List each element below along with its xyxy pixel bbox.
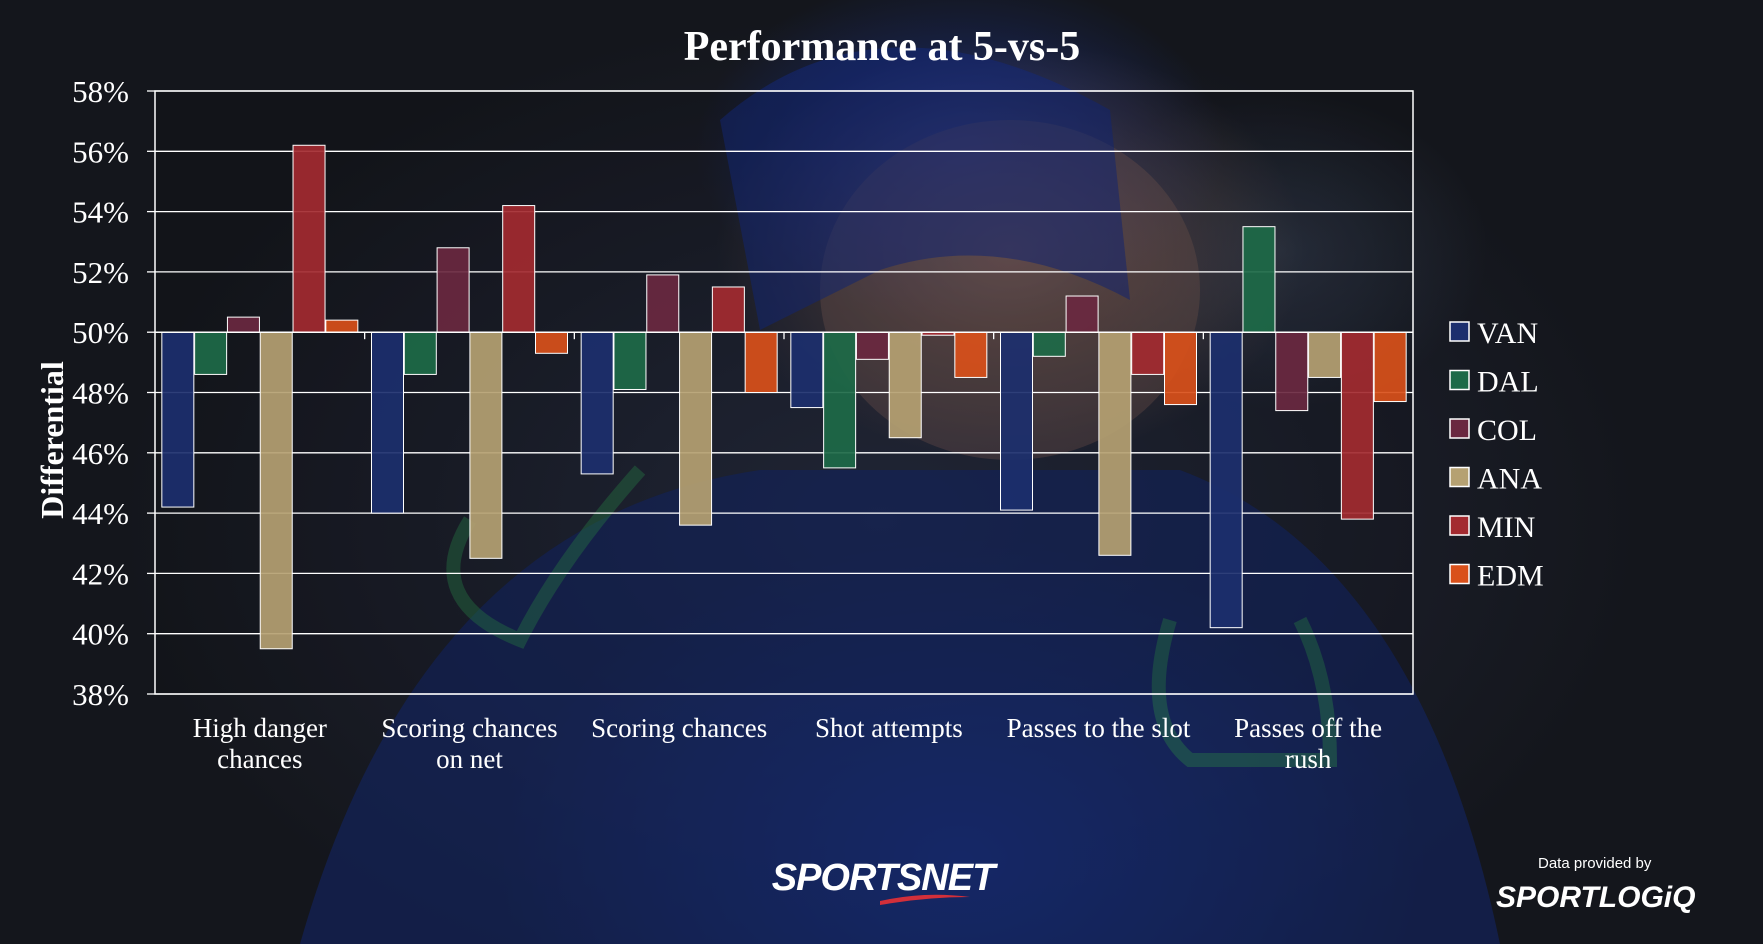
bar-van — [580, 331, 614, 475]
bar-ana — [1308, 331, 1342, 378]
helmet-shape — [720, 47, 1130, 330]
bar-min — [1340, 331, 1374, 520]
sportsnet-logo: SPORTSNET — [771, 857, 996, 899]
bar-van — [161, 331, 195, 508]
bar-ana — [679, 331, 713, 526]
y-tick-label: 44% — [72, 496, 129, 531]
sportlogiq-logo: SPORTLOGiQ — [1496, 881, 1696, 914]
x-category-line: Scoring chances — [591, 713, 767, 743]
y-tick-label: 48% — [72, 376, 129, 411]
bar-dal — [613, 331, 647, 390]
bar-van — [790, 331, 824, 409]
y-tick-label: 58% — [72, 74, 129, 109]
x-category-label: Scoring chances — [591, 713, 767, 743]
sportsnet-swoosh-icon — [880, 894, 970, 905]
y-tick-label: 50% — [72, 315, 129, 350]
chart-title: Performance at 5-vs-5 — [684, 24, 1081, 70]
bar-dal — [194, 331, 228, 375]
bar-ana — [469, 331, 503, 559]
y-tick-label: 54% — [72, 195, 129, 230]
bar-van — [1000, 331, 1033, 511]
legend-label-min: MIN — [1477, 511, 1535, 544]
x-category-line: rush — [1285, 744, 1332, 774]
y-tick-label: 46% — [72, 436, 129, 471]
bar-dal — [823, 331, 857, 469]
legend-swatch-dal — [1449, 369, 1470, 391]
y-tick-label: 42% — [72, 556, 129, 591]
bar-min — [292, 144, 326, 333]
y-axis-ticks: 38% 40% 42% 44% 46% 48% 50% 52% 54% 56% 58% — [72, 74, 129, 712]
bar-col — [1275, 331, 1309, 412]
legend-swatch-van — [1449, 321, 1470, 342]
x-category-line: Passes off the — [1234, 713, 1382, 743]
legend-swatch-edm — [1449, 563, 1470, 585]
bar-ana — [888, 331, 922, 439]
x-category-label: Shot attempts — [815, 713, 963, 743]
bar-van — [371, 331, 404, 514]
bar-dal — [1032, 331, 1066, 357]
y-axis-label: Differential — [34, 361, 70, 519]
legend-label-ana: ANA — [1477, 463, 1542, 496]
bar-edm — [325, 319, 359, 333]
jersey-logo-shape — [1151, 616, 1338, 767]
x-category-label: Passes off the rush — [1234, 713, 1382, 774]
bar-dal — [1242, 226, 1276, 333]
legend-swatch-ana — [1449, 466, 1470, 488]
x-category-line: Passes to the slot — [1007, 713, 1191, 743]
x-category-line: Shot attempts — [815, 713, 963, 743]
bar-min — [1131, 331, 1165, 375]
x-category-line: Scoring chances — [381, 713, 557, 743]
jersey-stripe-shape — [446, 465, 646, 649]
y-tick-label: 52% — [72, 255, 129, 290]
bar-edm — [1373, 331, 1407, 403]
legend-swatch-col — [1449, 418, 1470, 439]
legend: VAN DAL COL ANA MIN EDM — [1449, 317, 1544, 593]
bar-col — [436, 247, 470, 333]
x-category-label: High danger chances — [193, 713, 327, 774]
x-category-line: on net — [436, 744, 503, 774]
legend-swatch-min — [1449, 515, 1470, 536]
jersey-shape — [300, 470, 1500, 944]
y-tick-label: 40% — [72, 617, 129, 652]
bar-ana — [1098, 331, 1132, 556]
bar-min — [502, 205, 536, 333]
x-category-line: High danger — [193, 713, 327, 743]
legend-label-dal: DAL — [1477, 366, 1539, 399]
bar-edm — [954, 331, 988, 378]
data-credit-text: Data provided by — [1538, 855, 1652, 872]
legend-label-edm: EDM — [1477, 560, 1544, 593]
bar-edm — [1164, 331, 1197, 406]
x-category-label: Scoring chances on net — [381, 713, 557, 774]
bar-edm — [535, 331, 568, 354]
x-category-line: chances — [217, 744, 302, 774]
bar-col — [226, 316, 260, 333]
bar-dal — [403, 331, 437, 375]
x-category-label: Passes to the slot — [1007, 713, 1191, 743]
bar-col — [855, 331, 889, 360]
bar-ana — [259, 331, 293, 650]
bar-min — [711, 286, 745, 333]
bars — [155, 144, 1413, 650]
gridlines — [147, 90, 1414, 695]
bar-edm — [744, 331, 778, 394]
bar-col — [646, 274, 680, 333]
bar-col — [1065, 295, 1099, 333]
bar-van — [1209, 331, 1243, 629]
legend-label-van: VAN — [1477, 317, 1538, 350]
legend-label-col: COL — [1477, 414, 1537, 447]
y-tick-label: 56% — [72, 134, 129, 169]
y-tick-label: 38% — [72, 677, 129, 712]
